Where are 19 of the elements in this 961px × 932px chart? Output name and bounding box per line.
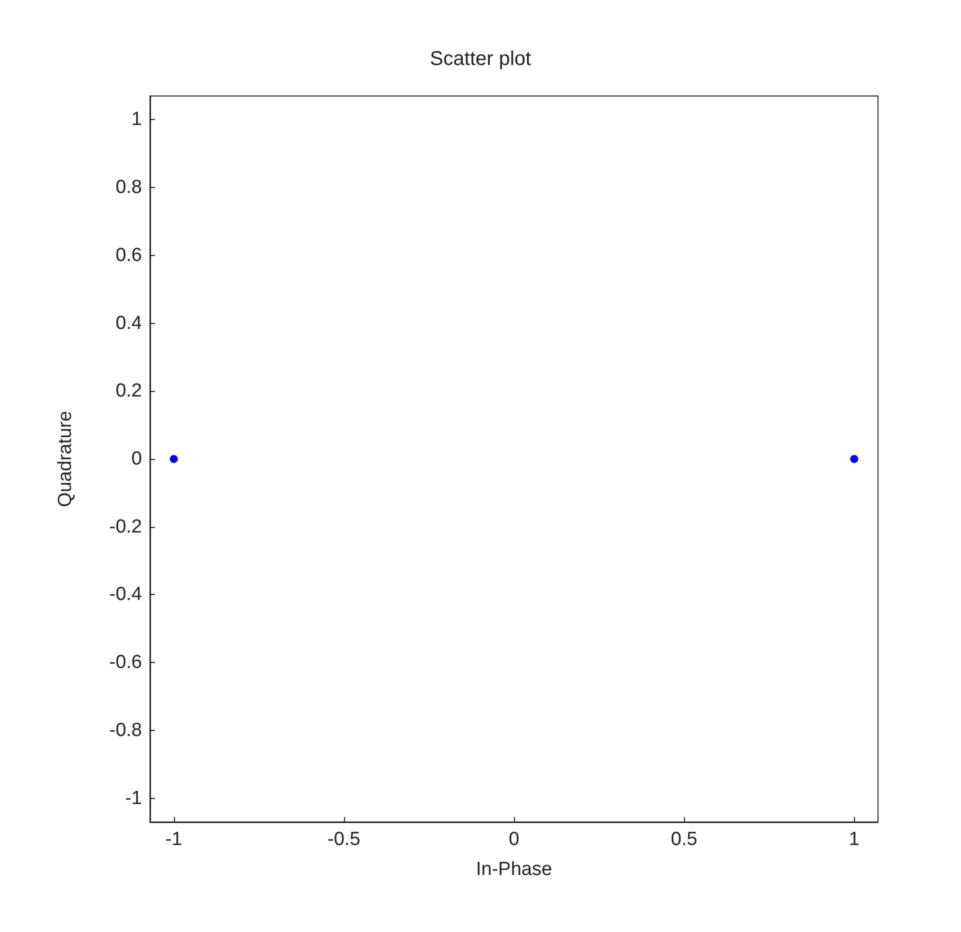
x-tick-label: -0.5 [328, 829, 360, 850]
y-tick-label: 0.4 [116, 312, 142, 334]
chart-title: Scatter plot [430, 48, 532, 70]
y-tick-label: -0.4 [109, 584, 142, 606]
y-tick-label: 0.6 [116, 244, 142, 266]
y-tick-label: 0 [131, 448, 142, 470]
y-tick-label: -0.8 [109, 720, 142, 741]
y-axis-title: Quadrature [55, 410, 76, 508]
y-tick-label: 0.2 [116, 380, 142, 402]
y-tick-label: -1 [125, 788, 142, 809]
y-tick-label: -0.2 [109, 516, 142, 538]
y-tick-label: -0.6 [109, 652, 142, 674]
y-tick-label: 1 [131, 109, 142, 130]
x-tick-label: -1 [165, 829, 182, 850]
x-tick-label: 1 [848, 829, 860, 850]
x-axis-title: In-Phase [476, 859, 552, 880]
y-tick-label: 0.8 [116, 177, 142, 198]
x-tick-label: 0.5 [670, 829, 698, 850]
x-tick-label: 0 [508, 829, 520, 850]
